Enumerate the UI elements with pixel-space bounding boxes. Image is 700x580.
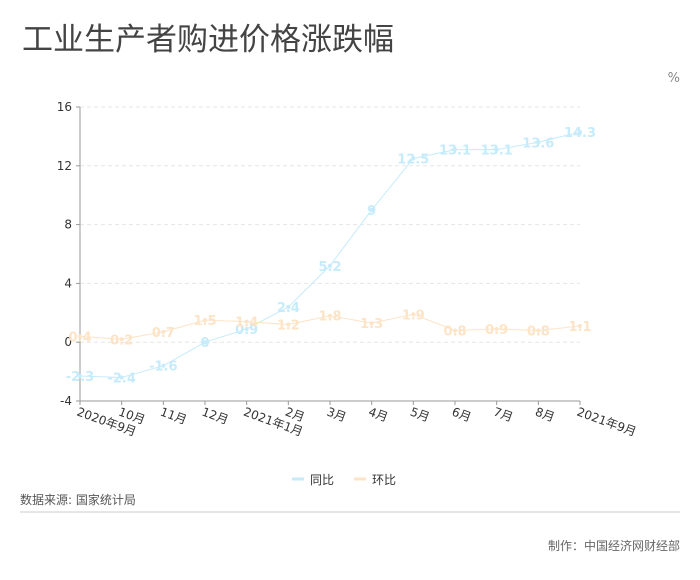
point (411, 156, 416, 161)
y-tick-label: 12 (57, 159, 72, 173)
point (203, 318, 207, 323)
data-label: -2.3 (66, 370, 94, 385)
point (369, 207, 374, 212)
point (119, 375, 124, 380)
y-tick-label: 0 (64, 335, 72, 349)
point (328, 313, 332, 318)
x-tick-label: 12月 (200, 405, 230, 427)
point (369, 321, 374, 326)
data-label: 1.8 (318, 310, 341, 325)
data-label: 1.5 (193, 314, 216, 329)
data-label: 0.8 (527, 324, 550, 339)
y-tick-label: 4 (64, 276, 72, 290)
point (578, 129, 582, 134)
point (578, 324, 582, 329)
x-tick-label: 7月 (492, 405, 515, 425)
data-label: -1.6 (149, 360, 177, 375)
point (119, 337, 124, 342)
data-label: 1.4 (235, 316, 258, 331)
y-tick-label: -4 (60, 394, 72, 408)
point (536, 328, 541, 333)
data-label: 0.8 (443, 324, 466, 339)
point (78, 374, 82, 379)
x-tick-label: 4月 (367, 405, 390, 425)
source: 数据来源: 国家统计局 (20, 492, 136, 507)
x-tick-label: 2月 (283, 405, 306, 425)
data-label: 2.4 (277, 301, 300, 316)
data-label: 1.3 (360, 317, 383, 332)
point (453, 147, 457, 152)
point (328, 263, 332, 268)
point (286, 304, 291, 309)
data-label: 9 (367, 204, 376, 219)
x-tick-label: 8月 (533, 405, 556, 425)
point (536, 140, 541, 145)
x-tick-label: 5月 (408, 405, 431, 425)
data-label: 12.5 (397, 152, 429, 167)
x-tick-label: 6月 (450, 405, 473, 425)
point (286, 322, 291, 327)
data-label: 0.4 (68, 330, 91, 345)
data-label: 13.1 (439, 144, 471, 159)
data-label: 1.2 (277, 319, 300, 334)
data-label: 0.2 (110, 333, 133, 348)
data-label: 0.9 (485, 323, 508, 338)
data-label: 5.2 (318, 260, 341, 275)
y-tick-label: 8 (64, 218, 72, 232)
data-label: -2.4 (107, 371, 135, 386)
data-label: 1.1 (568, 320, 591, 335)
unit-label: % (668, 71, 680, 86)
point (161, 363, 166, 368)
x-tick-label: 2021年9月 (575, 405, 638, 439)
point (494, 326, 499, 331)
point (78, 334, 82, 339)
data-label: 0.7 (152, 326, 175, 341)
data-label: 14.3 (564, 126, 596, 141)
point (411, 312, 416, 317)
point (203, 340, 207, 345)
data-label: 0.9 (235, 323, 258, 338)
credit: 制作：中国经济网财经部 (548, 538, 680, 553)
data-label: 1.9 (402, 308, 425, 323)
y-tick-label: 16 (57, 100, 72, 114)
legend-label: 环比 (372, 473, 396, 487)
point (244, 319, 249, 324)
point (244, 326, 249, 331)
x-tick-label: 3月 (325, 405, 348, 425)
x-tick-label: 11月 (158, 405, 188, 427)
data-label: 0 (200, 336, 209, 351)
chart-title: 工业生产者购进价格涨跌幅 (22, 22, 394, 58)
legend-label: 同比 (310, 473, 334, 487)
point (453, 328, 457, 333)
data-label: 13.1 (481, 144, 513, 159)
point (161, 329, 166, 334)
data-label: 13.6 (522, 136, 554, 151)
point (494, 147, 499, 152)
